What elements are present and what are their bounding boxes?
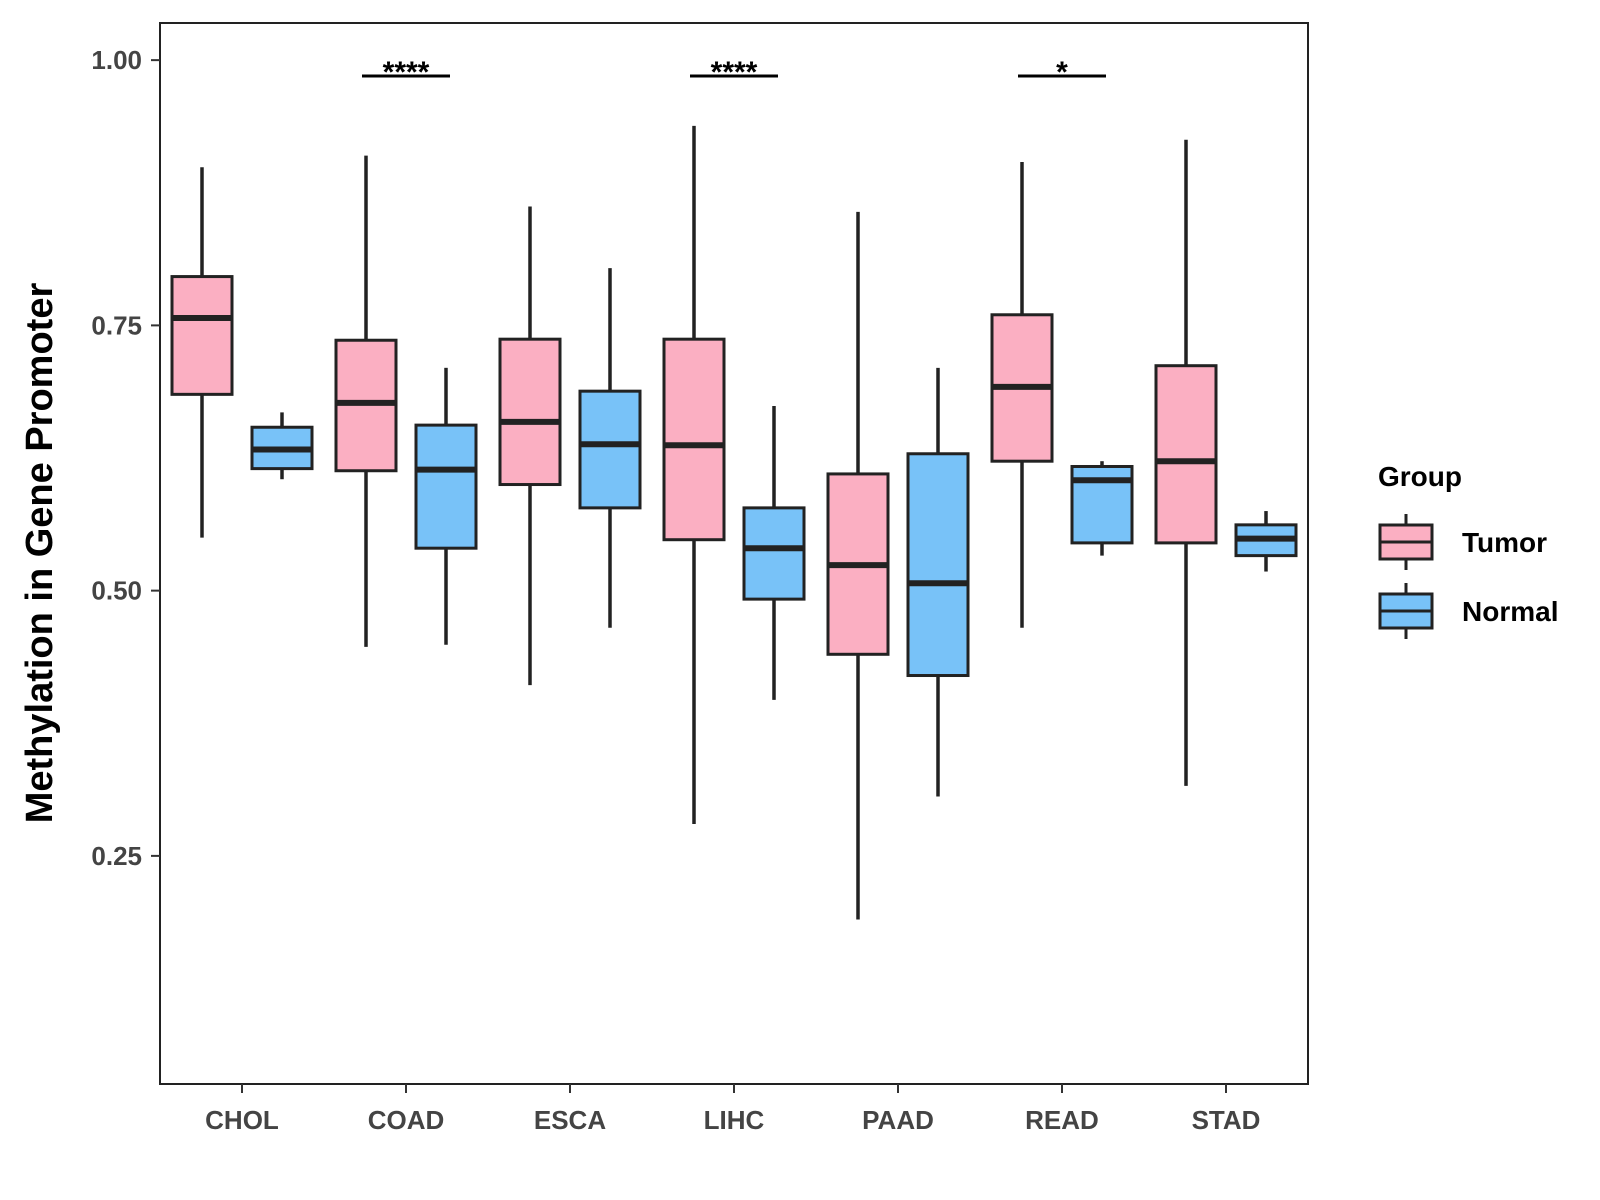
box-iqr — [170, 275, 234, 396]
x-tick-label-lihc: LIHC — [704, 1105, 765, 1135]
legend-label-normal: Normal — [1462, 596, 1558, 627]
box-normal-coad — [414, 367, 478, 645]
x-tick-label-stad: STAD — [1192, 1105, 1261, 1135]
box-tumor-coad — [334, 155, 398, 647]
x-tick-label-read: READ — [1025, 1105, 1099, 1135]
box-tumor-read — [990, 161, 1054, 628]
box-iqr — [662, 337, 726, 542]
y-tick-label: 0.75 — [91, 310, 142, 340]
legend-title: Group — [1378, 461, 1462, 492]
box-tumor-stad — [1154, 139, 1218, 786]
legend-item-normal: Normal — [1378, 583, 1558, 639]
x-axis: CHOL COAD ESCA LIHC PAAD READ STAD — [205, 1084, 1260, 1135]
x-tick-label-esca: ESCA — [534, 1105, 606, 1135]
box-tumor-paad — [826, 211, 890, 920]
legend-label-tumor: Tumor — [1462, 527, 1547, 558]
box-series — [170, 125, 1298, 920]
legend: Group Tumor Normal — [1378, 461, 1558, 639]
significance-annotations: **** **** * — [362, 56, 1106, 89]
box-iqr — [414, 423, 478, 550]
box-normal-paad — [906, 367, 970, 797]
box-normal-read — [1070, 461, 1134, 556]
x-tick-label-paad: PAAD — [862, 1105, 934, 1135]
y-tick-label: 0.50 — [91, 576, 142, 606]
y-axis-label: Methylation in Gene Promoter — [19, 283, 61, 824]
legend-item-tumor: Tumor — [1378, 514, 1547, 570]
y-tick-label: 0.25 — [91, 841, 142, 871]
box-tumor-chol — [170, 167, 234, 538]
box-iqr — [498, 337, 562, 487]
box-normal-esca — [578, 268, 642, 628]
box-normal-chol — [250, 412, 314, 480]
significance-label: * — [1056, 56, 1068, 89]
significance-label: **** — [383, 56, 430, 89]
y-axis: 0.25 0.50 0.75 1.00 — [91, 45, 160, 871]
x-tick-label-chol: CHOL — [205, 1105, 279, 1135]
box-iqr — [906, 452, 970, 678]
y-tick-label: 1.00 — [91, 45, 142, 75]
box-iqr — [1154, 364, 1218, 545]
box-tumor-esca — [498, 206, 562, 686]
box-normal-stad — [1234, 511, 1298, 572]
box-normal-lihc — [742, 406, 806, 700]
significance-label: **** — [711, 56, 758, 89]
x-tick-label-coad: COAD — [368, 1105, 445, 1135]
box-iqr — [578, 389, 642, 510]
box-tumor-lihc — [662, 125, 726, 825]
box-iqr — [742, 506, 806, 601]
